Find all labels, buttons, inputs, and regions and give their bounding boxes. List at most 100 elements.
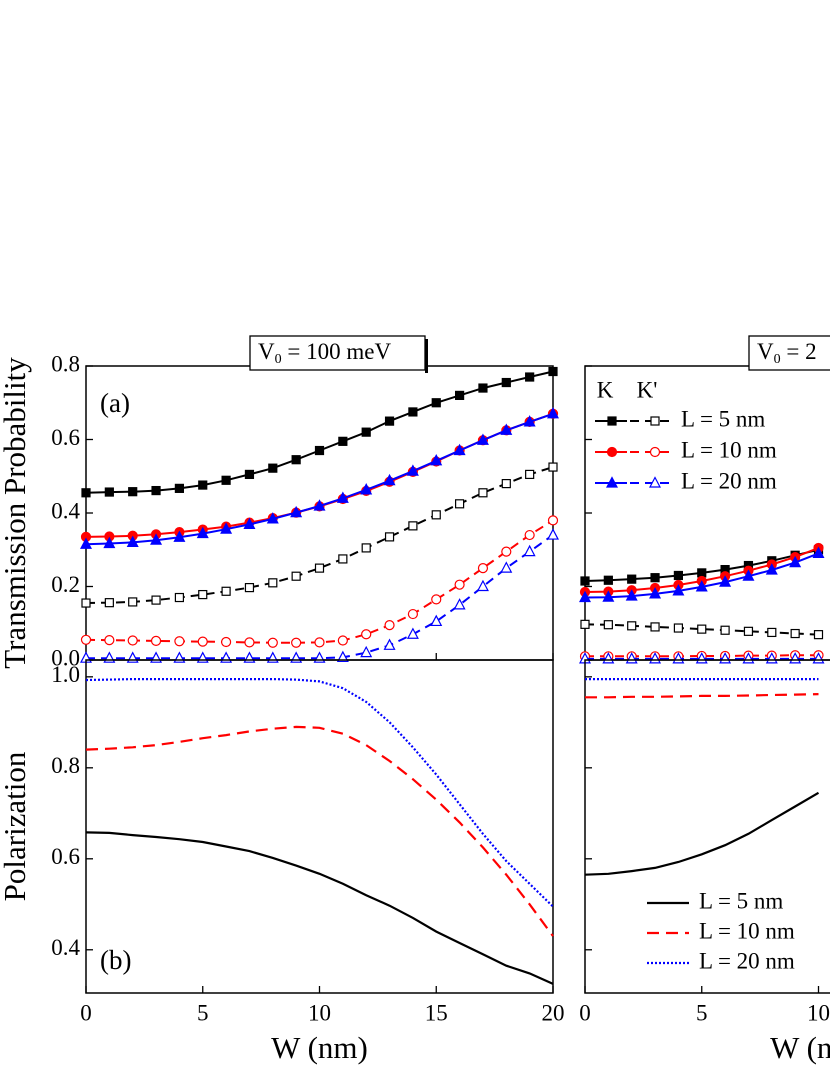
data-marker	[525, 372, 535, 382]
data-marker	[408, 521, 418, 531]
data-marker	[455, 390, 465, 400]
data-marker	[548, 366, 558, 377]
y-tick-label: 0.8	[51, 753, 80, 778]
legend-label: L = 10 nm	[699, 918, 795, 943]
series-line	[85, 831, 554, 985]
data-marker	[360, 645, 373, 658]
data-marker	[81, 598, 91, 608]
data-marker	[80, 537, 92, 549]
data-marker	[338, 436, 348, 446]
data-marker	[523, 544, 536, 557]
x-tick-label: 0	[80, 1000, 92, 1025]
data-marker	[383, 473, 396, 486]
data-marker	[336, 491, 349, 503]
data-marker	[150, 533, 163, 545]
data-marker	[719, 575, 732, 587]
data-marker	[547, 406, 559, 419]
data-marker	[650, 573, 660, 583]
data-marker	[453, 443, 466, 456]
data-marker	[128, 487, 138, 497]
y-tick-label: 0.2	[51, 572, 80, 597]
y-tick-label: 0.6	[51, 425, 80, 450]
data-marker	[314, 637, 325, 648]
data-marker	[672, 584, 685, 596]
data-marker	[336, 650, 349, 663]
y-axis-label: Transmission Probability	[0, 357, 32, 669]
data-marker	[548, 462, 558, 472]
data-marker	[602, 590, 615, 602]
y-tick-label: 0.4	[51, 935, 80, 960]
data-marker	[81, 488, 91, 498]
data-marker	[501, 479, 511, 489]
data-marker	[431, 398, 441, 408]
data-marker	[266, 512, 279, 524]
legend-label: L = 20 nm	[699, 948, 795, 973]
title-main: V	[757, 339, 774, 364]
data-marker	[406, 627, 419, 639]
y-tick-label: 0.4	[51, 498, 80, 523]
data-marker	[501, 546, 512, 557]
data-marker	[150, 635, 162, 646]
data-marker	[501, 377, 511, 388]
data-marker	[196, 526, 209, 539]
data-marker	[720, 625, 730, 635]
data-marker	[103, 536, 116, 549]
data-marker	[523, 415, 536, 427]
data-marker	[221, 475, 231, 485]
data-marker	[127, 635, 138, 646]
legend-marker	[649, 446, 661, 458]
plot-frame	[85, 659, 554, 994]
data-marker	[477, 563, 489, 574]
data-marker	[431, 594, 442, 605]
legend-marker	[606, 476, 618, 488]
data-marker	[406, 464, 419, 476]
data-marker	[580, 576, 590, 586]
data-marker	[383, 638, 396, 650]
data-marker	[291, 637, 302, 648]
data-marker	[742, 569, 755, 581]
panel-title: V0 = 100 meV	[258, 339, 391, 367]
legend-marker	[607, 416, 617, 426]
x-tick-label: 0	[579, 1000, 591, 1025]
data-marker	[291, 455, 301, 465]
y-tick-label: 0.8	[51, 351, 80, 376]
data-marker	[790, 628, 800, 639]
legend-marker	[606, 446, 618, 458]
panel-label: (b)	[100, 945, 131, 975]
data-marker	[337, 635, 348, 646]
data-marker	[673, 570, 684, 581]
title-sub: 0	[275, 352, 282, 367]
data-marker	[338, 554, 348, 564]
data-marker	[268, 463, 278, 473]
plot-frame	[85, 365, 554, 661]
data-marker	[454, 579, 465, 590]
series-line	[85, 412, 554, 538]
series-line	[585, 693, 819, 699]
data-marker	[243, 517, 256, 529]
data-marker	[431, 510, 441, 520]
series-line	[584, 791, 820, 876]
y-tick-label: 0.6	[51, 844, 80, 869]
data-marker	[453, 598, 466, 610]
data-marker	[627, 621, 637, 631]
title-sub: 0	[774, 352, 781, 367]
data-marker	[267, 637, 278, 648]
x-tick-label: 5	[197, 1000, 209, 1025]
data-marker	[547, 515, 559, 526]
data-marker	[314, 445, 325, 456]
data-marker	[244, 469, 255, 480]
series-line	[85, 677, 554, 908]
data-marker	[220, 522, 233, 534]
title-main: V	[258, 339, 275, 364]
data-marker	[476, 579, 489, 592]
data-marker	[524, 529, 535, 541]
data-marker	[126, 535, 139, 548]
panel-label: (a)	[100, 388, 130, 418]
data-marker	[765, 563, 778, 575]
legend-marker	[649, 476, 661, 488]
data-marker	[174, 592, 184, 603]
legend-label: L = 10 nm	[681, 437, 777, 462]
y-axis-label: Polarization	[0, 751, 32, 901]
series-line	[585, 654, 819, 658]
